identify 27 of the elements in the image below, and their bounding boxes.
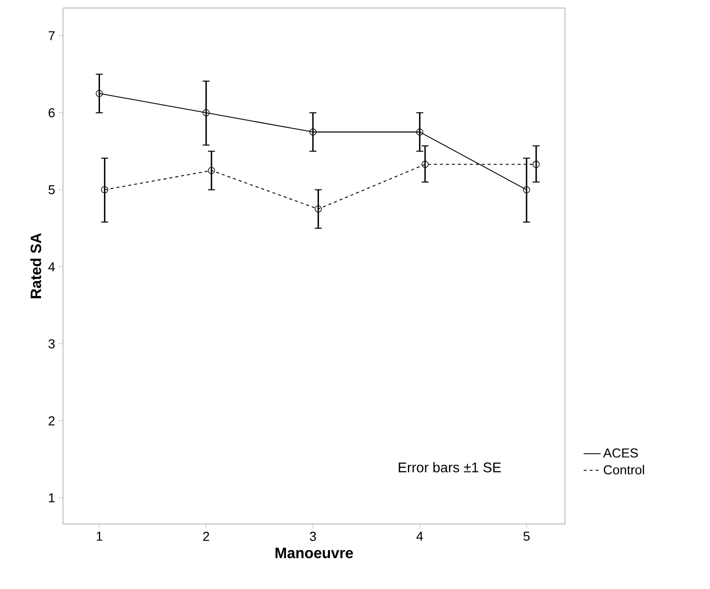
legend-label: ACES <box>603 448 638 458</box>
point <box>96 90 103 98</box>
x-tick-label: 4 <box>416 532 423 541</box>
x-tick-label: 3 <box>310 532 316 541</box>
y-tick-label: 3 <box>48 339 55 348</box>
x-axis-title: Manoeuvre <box>276 548 353 558</box>
y-tick-label: 7 <box>48 31 55 40</box>
x-tick-label: 2 <box>203 532 210 541</box>
point <box>208 166 215 174</box>
y-tick-label: 6 <box>48 108 55 118</box>
y-tick-label: 4 <box>48 262 55 272</box>
point <box>422 160 429 168</box>
x-tick-label: 1 <box>96 532 102 541</box>
y-tick-label: 1 <box>49 493 55 502</box>
x-tick-label: 5 <box>523 532 530 541</box>
point <box>101 186 108 194</box>
point <box>416 128 424 136</box>
point <box>202 109 210 116</box>
y-axis-title: Rated SA <box>30 233 42 298</box>
y-tick-label: 2 <box>48 416 55 426</box>
point <box>314 205 322 213</box>
point <box>523 186 530 194</box>
y-tick-label: 5 <box>48 185 55 194</box>
point <box>309 128 316 136</box>
legend-label: Control <box>604 464 644 474</box>
annotation: Error bars ±1 SE <box>398 462 501 472</box>
point <box>532 160 540 168</box>
